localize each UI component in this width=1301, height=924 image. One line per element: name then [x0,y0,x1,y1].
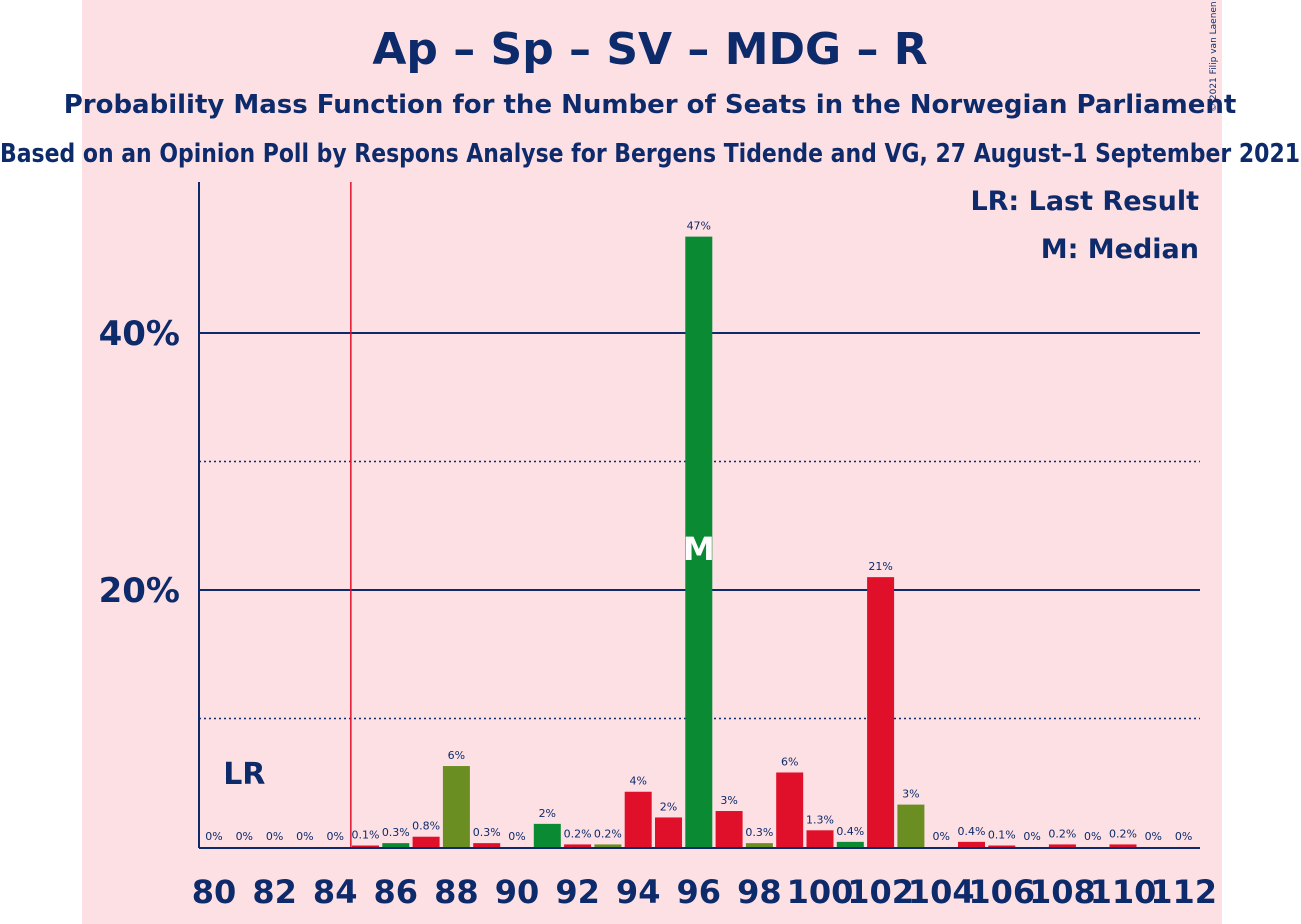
legend-median: M: Median [1041,234,1199,265]
median-marker: M [683,530,715,568]
y-tick-label: 20% [99,571,180,611]
bar [988,845,1016,847]
last-result-marker: LR [223,757,265,792]
bar-value-label: 0.2% [564,827,592,840]
bar-value-label: 0% [1023,830,1040,843]
x-tick-label: 106 [968,873,1035,911]
bar-value-label: 0.2% [594,827,622,840]
x-tick-label: 82 [252,873,297,911]
bar [382,843,410,847]
bar [1109,844,1137,847]
bar [352,845,379,847]
bar-value-label: 21% [868,560,892,573]
copyright-text: © 2021 Filip van Laenen [1209,1,1219,112]
bar-value-label: 6% [781,755,798,768]
bar-value-label: 0% [205,830,222,843]
bar-value-label: 0% [266,830,283,843]
bar [867,577,895,847]
bar-value-label: 6% [448,749,465,762]
bar-value-label: 0.2% [1109,827,1137,840]
bar-value-label: 0% [326,830,343,843]
bar-value-label: 0.8% [412,820,440,833]
bar-value-label: 0% [1084,830,1101,843]
chart-source-subtitle: Based on an Opinion Poll by Respons Anal… [0,139,1300,169]
bar-value-label: 3% [902,788,919,801]
bar [594,844,622,847]
x-tick-label: 94 [616,873,661,911]
chart-subtitle: Probability Mass Function for the Number… [64,90,1237,120]
chart-title: Ap – Sp – SV – MDG – R [372,24,927,75]
bar-value-label: 0% [296,830,313,843]
bar [473,843,501,847]
bar [564,844,592,847]
bar [533,823,561,847]
bars-group [352,236,1137,847]
bar-value-label: 0% [508,830,525,843]
x-tick-label: 108 [1029,873,1096,911]
bar [806,830,834,847]
bar [958,841,985,847]
bar [897,804,925,847]
legend-last-result: LR: Last Result [970,186,1199,217]
bar [1048,844,1076,847]
bar-value-label: 0% [1145,830,1162,843]
bar [685,236,713,847]
x-tick-label: 88 [434,873,479,911]
bar-value-label: 0.4% [958,825,986,838]
bar-value-label: 0% [236,830,253,843]
bar [624,791,652,847]
bar-value-label: 0.3% [745,826,773,839]
x-tick-label: 90 [495,873,540,911]
bar-value-label: 47% [687,220,711,233]
x-tick-label: 112 [1150,873,1217,911]
bar-value-label: 0.4% [836,825,864,838]
bar-value-label: 0.3% [382,826,410,839]
x-tick-label: 92 [555,873,600,911]
chart-background [82,0,1222,924]
bar-value-label: 0% [932,830,949,843]
bar-labels-group: 0% 0% 0% 0% 0% 0.1% 0.3% 0.8%6%0.3% 0%2%0.2% 0.2%… [205,220,1192,843]
bar [745,843,773,847]
bar [715,811,743,847]
bar [836,841,864,847]
x-tick-label: 102 [847,873,914,911]
y-tick-label: 40% [99,314,180,354]
x-tick-label: 98 [737,873,782,911]
bar-value-label: 2% [660,800,677,813]
x-tick-label: 80 [192,873,237,911]
bar-value-label: 0% [1175,830,1192,843]
bar-value-label: 3% [720,794,737,807]
bar-value-label: 0.1% [988,829,1016,842]
bar [442,766,470,847]
x-tick-label: 86 [374,873,419,911]
bar-value-label: 2% [539,807,556,820]
x-tick-label: 96 [677,873,722,911]
x-tick-label: 110 [1090,873,1157,911]
x-tick-label: 100 [787,873,854,911]
bar [412,836,440,847]
x-tick-label: 104 [908,873,975,911]
bar-value-label: 0.1% [352,829,380,842]
bar [776,772,804,847]
bar-value-label: 0.2% [1048,827,1076,840]
x-tick-label: 84 [313,873,358,911]
bar-value-label: 1.3% [806,813,834,826]
bar-value-label: 4% [629,775,646,788]
bar [655,817,682,847]
bar-value-label: 0.3% [473,826,501,839]
